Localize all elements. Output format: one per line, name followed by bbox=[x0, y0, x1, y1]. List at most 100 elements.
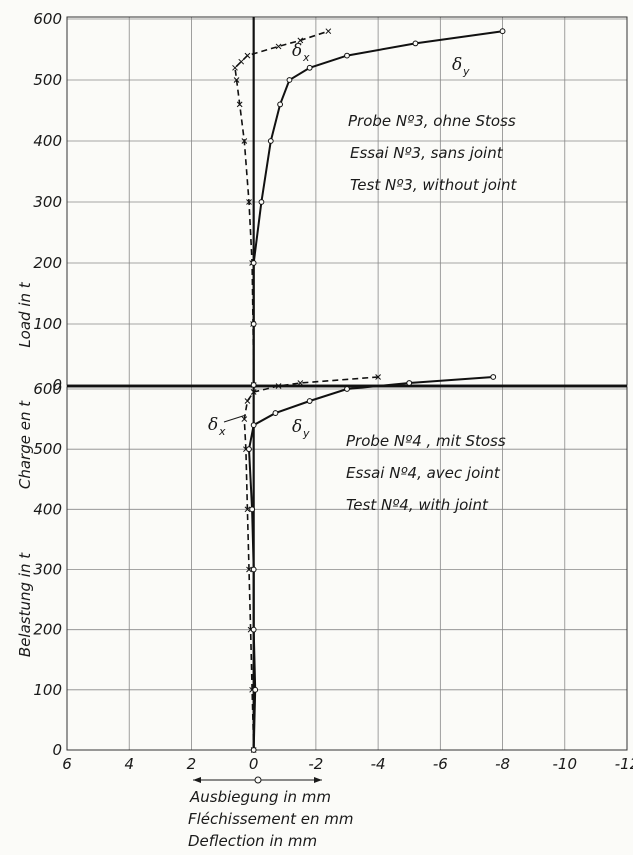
point-marker bbox=[250, 626, 257, 633]
point-marker bbox=[344, 52, 350, 59]
panel-frame bbox=[66, 16, 628, 386]
x-marker bbox=[244, 398, 251, 404]
x-marker bbox=[236, 101, 243, 108]
x-marker bbox=[232, 64, 238, 71]
y-tick-label: 400 bbox=[33, 500, 62, 518]
point-marker bbox=[246, 446, 252, 453]
y-label-belastung: Belastung in t bbox=[16, 552, 34, 657]
lower-annotation: Probe Nº4 , mit Stoss Essai Nº4, avec jo… bbox=[346, 432, 506, 514]
y-tick-label: 100 bbox=[33, 681, 62, 699]
x-tick-label: 6 bbox=[62, 755, 72, 773]
x-tick-label: -4 bbox=[371, 755, 386, 773]
point-marker bbox=[250, 260, 257, 266]
y-label-charge: Charge en t bbox=[16, 400, 34, 489]
series-line-dx bbox=[243, 376, 379, 751]
series-line-dy bbox=[247, 376, 494, 751]
point-marker bbox=[250, 566, 257, 573]
y-tick-label: 400 bbox=[33, 132, 62, 150]
x-marker bbox=[246, 199, 252, 205]
point-marker bbox=[258, 199, 265, 205]
x-marker bbox=[246, 566, 252, 573]
point-marker bbox=[344, 386, 350, 392]
point-marker bbox=[249, 506, 256, 513]
x-marker bbox=[241, 138, 248, 144]
y-tick-label: 300 bbox=[33, 561, 62, 579]
y-tick-label: 500 bbox=[33, 440, 62, 458]
x-marker bbox=[275, 43, 282, 50]
x-marker bbox=[233, 77, 240, 83]
series-layer bbox=[232, 28, 506, 753]
x-label-line-1: Ausbiegung in mm bbox=[189, 788, 331, 806]
point-marker bbox=[306, 398, 313, 404]
lower-dx-label: δ x bbox=[208, 415, 226, 438]
upper-annotation: Probe Nº3, ohne Stoss Essai Nº3, sans jo… bbox=[348, 112, 518, 194]
point-marker bbox=[306, 64, 313, 71]
x-marker bbox=[250, 389, 257, 395]
x-marker bbox=[297, 37, 304, 44]
y-tick-label: 500 bbox=[33, 71, 62, 89]
lower-annotation-line-3: Test Nº4, with joint bbox=[346, 496, 489, 514]
x-tick-label: -10 bbox=[553, 755, 578, 773]
svg-text:δ: δ bbox=[292, 417, 302, 437]
x-tick-label: 0 bbox=[249, 755, 259, 773]
point-marker bbox=[250, 747, 257, 753]
svg-text:y: y bbox=[302, 427, 310, 440]
upper-annotation-line-3: Test Nº3, without joint bbox=[350, 176, 518, 194]
point-marker bbox=[490, 374, 497, 380]
x-tick-label: -2 bbox=[308, 755, 323, 773]
y-tick-label: 0 bbox=[52, 376, 62, 394]
y-tick-label: 300 bbox=[33, 193, 62, 211]
x-marker bbox=[375, 374, 381, 380]
upper-dy-label: δ y bbox=[452, 55, 470, 78]
x-tick-label: -6 bbox=[433, 755, 448, 773]
x-label-line-3: Deflection in mm bbox=[188, 832, 317, 850]
upper-annotation-line-1: Probe Nº3, ohne Stoss bbox=[348, 112, 516, 130]
grid bbox=[66, 17, 628, 751]
point-marker bbox=[406, 380, 413, 386]
x-marker bbox=[238, 58, 245, 65]
point-marker bbox=[277, 101, 284, 108]
lower-annotation-line-2: Essai Nº4, avec joint bbox=[346, 464, 501, 482]
point-marker bbox=[499, 28, 506, 35]
point-marker bbox=[250, 422, 257, 429]
x-tick-label: -12 bbox=[615, 755, 633, 773]
x-tick-label: 2 bbox=[187, 755, 197, 773]
x-direction-arrow bbox=[193, 776, 322, 784]
x-marker bbox=[275, 383, 282, 389]
point-marker bbox=[272, 410, 279, 416]
svg-text:y: y bbox=[462, 65, 470, 78]
point-marker bbox=[250, 321, 257, 327]
x-marker bbox=[244, 506, 251, 513]
y-tick-label: 600 bbox=[33, 380, 62, 398]
y-tick-label: 200 bbox=[33, 254, 62, 272]
series-line-dx bbox=[234, 30, 329, 386]
upper-dx-label: δ x bbox=[292, 41, 310, 64]
y-tick-label: 0 bbox=[52, 741, 62, 759]
lower-annotation-line-1: Probe Nº4 , mit Stoss bbox=[346, 432, 506, 450]
x-marker bbox=[325, 28, 332, 35]
lower-dx-leader bbox=[223, 414, 247, 423]
x-label-line-2: Fléchissement en mm bbox=[188, 810, 354, 828]
svg-text:x: x bbox=[302, 51, 310, 64]
x-tick-label: -8 bbox=[495, 755, 510, 773]
lower-dy-label: δ y bbox=[292, 417, 310, 440]
x-marker bbox=[244, 52, 251, 59]
point-marker bbox=[412, 40, 419, 47]
svg-text:δ: δ bbox=[292, 41, 302, 61]
axes bbox=[66, 16, 628, 751]
x-marker bbox=[241, 416, 248, 422]
svg-text:δ: δ bbox=[208, 415, 218, 435]
y-tick-label: 200 bbox=[33, 621, 62, 639]
y-label-load: Load in t bbox=[16, 281, 34, 347]
y-tick-label: 600 bbox=[33, 10, 62, 28]
x-marker bbox=[297, 380, 304, 386]
x-tick-label: 4 bbox=[124, 755, 134, 773]
svg-text:x: x bbox=[218, 425, 226, 438]
y-tick-label: 100 bbox=[33, 315, 62, 333]
point-marker bbox=[286, 77, 293, 83]
point-marker bbox=[250, 382, 257, 388]
upper-annotation-line-2: Essai Nº3, sans joint bbox=[350, 144, 504, 162]
point-marker bbox=[252, 686, 259, 693]
